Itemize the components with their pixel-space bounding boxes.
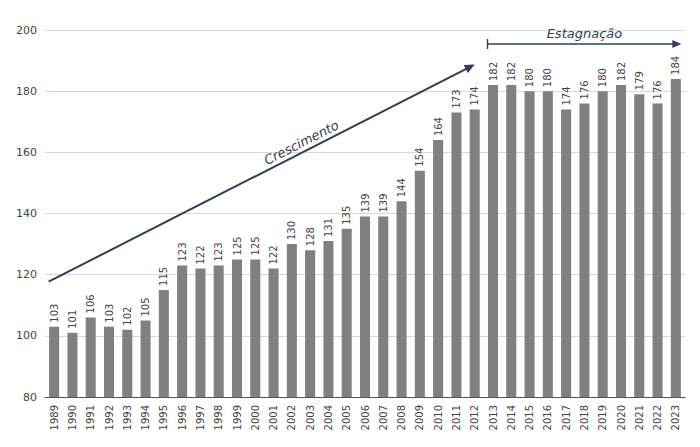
svg-text:Crescimento: Crescimento: [261, 117, 341, 168]
svg-text:160: 160: [16, 146, 37, 159]
svg-text:100: 100: [16, 329, 37, 342]
svg-text:1999: 1999: [232, 405, 243, 430]
svg-text:115: 115: [158, 267, 169, 286]
svg-text:1992: 1992: [104, 405, 115, 430]
svg-text:120: 120: [16, 268, 37, 281]
svg-text:2001: 2001: [268, 405, 279, 430]
svg-text:184: 184: [670, 56, 681, 75]
svg-text:122: 122: [195, 245, 206, 264]
svg-text:180: 180: [542, 68, 553, 87]
svg-text:182: 182: [488, 62, 499, 81]
svg-text:122: 122: [268, 245, 279, 264]
svg-text:131: 131: [323, 218, 334, 237]
svg-text:125: 125: [232, 236, 243, 255]
svg-text:101: 101: [67, 310, 78, 329]
svg-text:1994: 1994: [140, 405, 151, 430]
svg-text:2008: 2008: [396, 405, 407, 430]
svg-text:2022: 2022: [652, 405, 663, 430]
svg-text:144: 144: [396, 178, 407, 197]
svg-text:2013: 2013: [488, 405, 499, 430]
svg-text:2000: 2000: [250, 405, 261, 430]
svg-text:1998: 1998: [213, 405, 224, 430]
svg-text:180: 180: [524, 68, 535, 87]
svg-text:154: 154: [414, 148, 425, 167]
svg-text:135: 135: [341, 206, 352, 225]
svg-text:2002: 2002: [286, 405, 297, 430]
svg-text:Estagnação: Estagnação: [547, 26, 623, 41]
svg-text:200: 200: [16, 24, 37, 37]
svg-text:179: 179: [634, 71, 645, 90]
svg-text:1995: 1995: [158, 405, 169, 430]
svg-text:102: 102: [122, 307, 133, 326]
svg-text:2023: 2023: [670, 405, 681, 430]
svg-text:2014: 2014: [506, 405, 517, 430]
svg-text:176: 176: [579, 80, 590, 99]
svg-text:2011: 2011: [451, 405, 462, 430]
svg-text:103: 103: [49, 304, 60, 323]
svg-text:174: 174: [561, 86, 572, 105]
svg-text:1997: 1997: [195, 405, 206, 430]
svg-text:2007: 2007: [378, 405, 389, 430]
svg-text:125: 125: [250, 236, 261, 255]
svg-text:103: 103: [104, 304, 115, 323]
svg-text:2019: 2019: [597, 405, 608, 430]
svg-text:1996: 1996: [177, 405, 188, 430]
svg-text:2003: 2003: [305, 405, 316, 430]
svg-text:182: 182: [616, 62, 627, 81]
svg-text:130: 130: [286, 221, 297, 240]
svg-text:2009: 2009: [414, 405, 425, 430]
svg-text:164: 164: [433, 117, 444, 136]
svg-text:173: 173: [451, 89, 462, 108]
svg-text:1993: 1993: [122, 405, 133, 430]
svg-text:176: 176: [652, 80, 663, 99]
svg-text:2016: 2016: [542, 405, 553, 430]
svg-text:128: 128: [305, 227, 316, 246]
svg-text:80: 80: [23, 391, 37, 404]
svg-text:123: 123: [177, 242, 188, 261]
svg-text:2015: 2015: [524, 405, 535, 430]
svg-text:1991: 1991: [85, 405, 96, 430]
svg-text:139: 139: [360, 193, 371, 212]
svg-text:2021: 2021: [634, 405, 645, 430]
svg-text:106: 106: [85, 294, 96, 313]
svg-text:2018: 2018: [579, 405, 590, 430]
svg-text:180: 180: [16, 85, 37, 98]
svg-text:139: 139: [378, 193, 389, 212]
svg-text:2020: 2020: [616, 405, 627, 430]
svg-text:2010: 2010: [433, 405, 444, 430]
svg-text:180: 180: [597, 68, 608, 87]
svg-text:2005: 2005: [341, 405, 352, 430]
svg-text:140: 140: [16, 207, 37, 220]
svg-text:2004: 2004: [323, 405, 334, 430]
svg-text:123: 123: [213, 242, 224, 261]
svg-text:105: 105: [140, 297, 151, 316]
svg-text:182: 182: [506, 62, 517, 81]
svg-text:2006: 2006: [360, 405, 371, 430]
svg-text:2017: 2017: [561, 405, 572, 430]
svg-text:1990: 1990: [67, 405, 78, 430]
svg-text:1989: 1989: [49, 405, 60, 430]
svg-text:2012: 2012: [469, 405, 480, 430]
svg-text:174: 174: [469, 86, 480, 105]
